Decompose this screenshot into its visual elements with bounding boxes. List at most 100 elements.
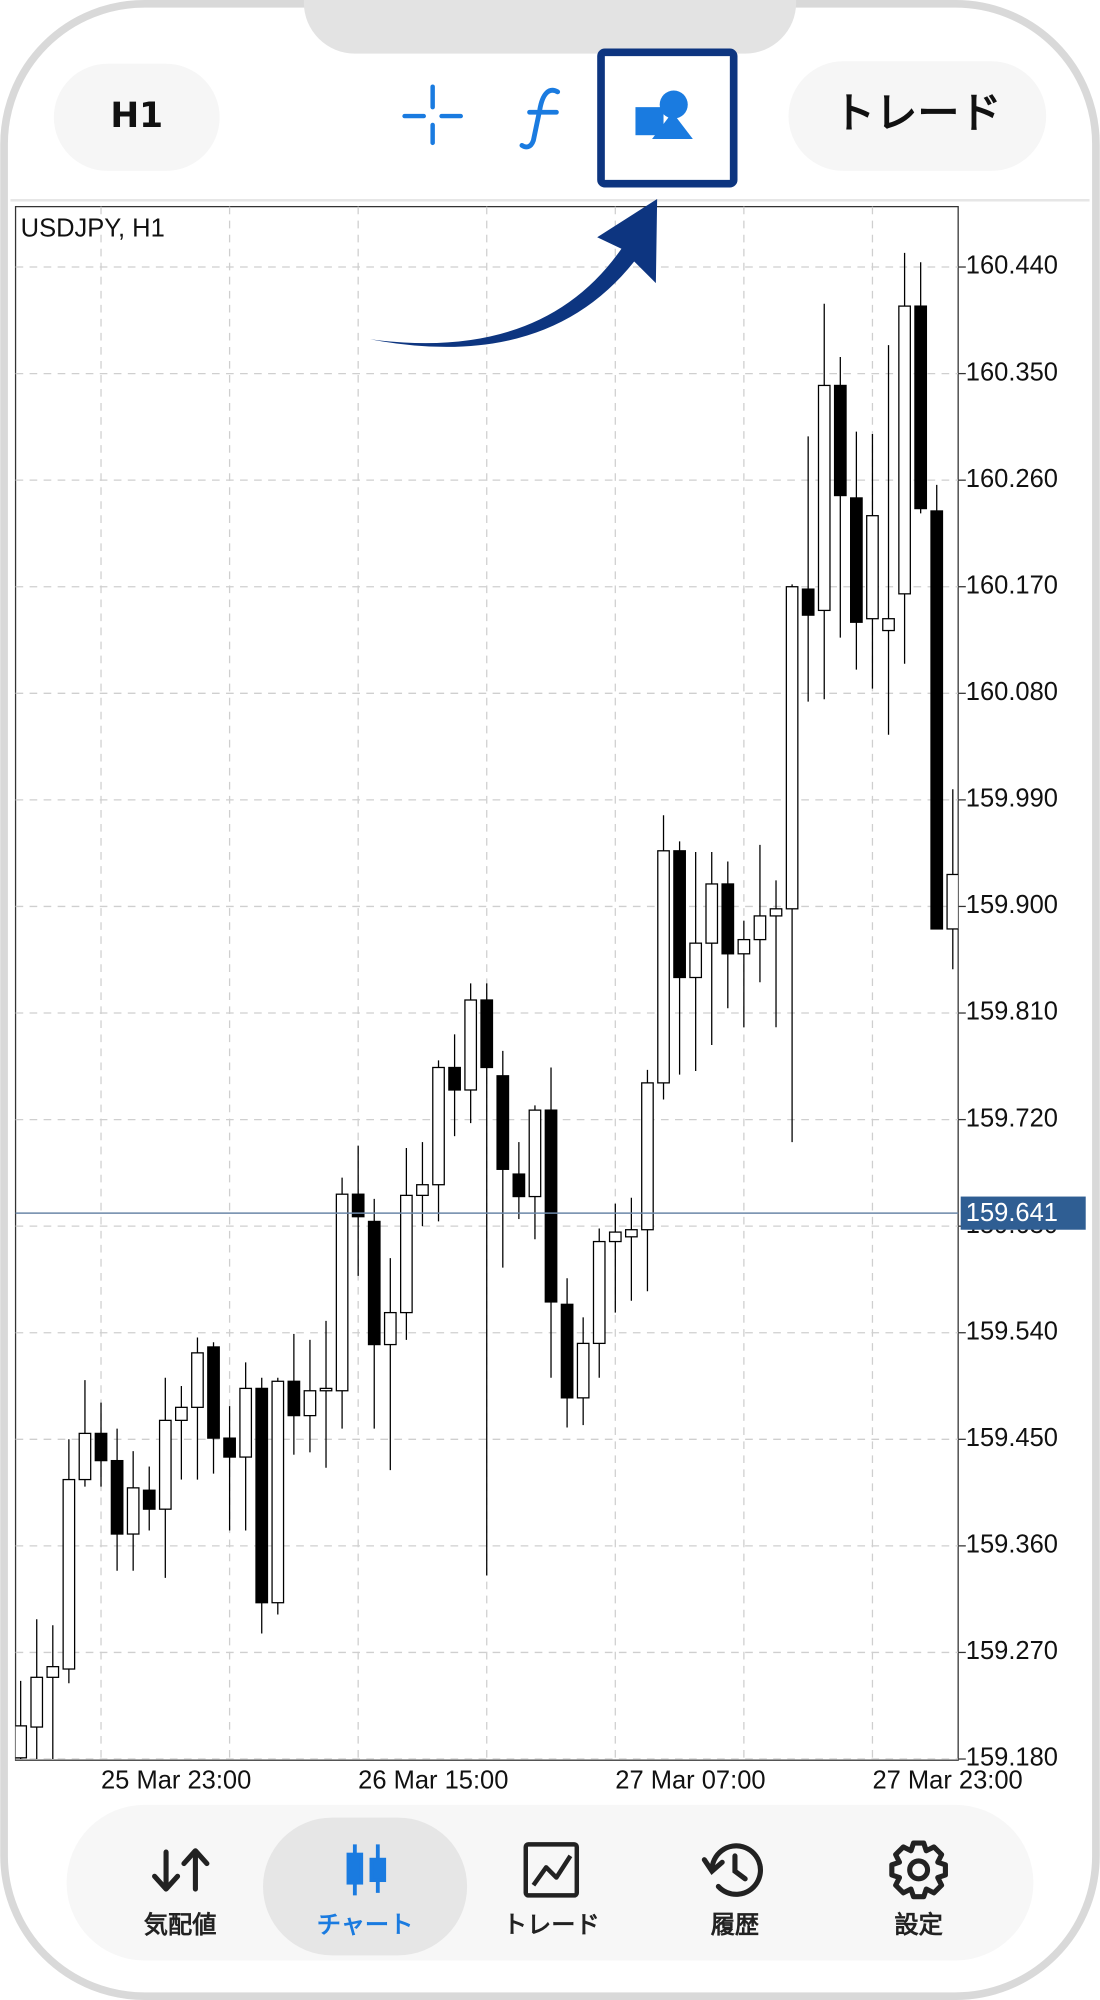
- candle-body: [946, 873, 959, 930]
- candle-body: [62, 1478, 76, 1670]
- nav-label[interactable]: トレード: [503, 1911, 600, 1939]
- y-tick-label: 160.350: [966, 358, 1058, 386]
- nav-label[interactable]: 気配値: [144, 1911, 217, 1939]
- candle-body: [898, 305, 911, 595]
- y-tick-label: 160.260: [966, 465, 1058, 493]
- candle-body: [576, 1342, 590, 1399]
- x-tick-label: 25 Mar 23:00: [101, 1767, 251, 1795]
- candle-body: [833, 384, 847, 497]
- candle-body: [94, 1432, 108, 1462]
- x-tick-label: 27 Mar 07:00: [615, 1767, 765, 1795]
- y-tick-label: 159.450: [966, 1424, 1058, 1452]
- crosshair-icon[interactable]: [402, 84, 463, 146]
- function-icon[interactable]: [519, 87, 561, 150]
- candle-body: [255, 1387, 269, 1604]
- candle-body: [158, 1419, 172, 1510]
- candle-body: [303, 1390, 317, 1417]
- trade-label[interactable]: トレード: [833, 89, 1001, 138]
- candle-body: [866, 515, 879, 620]
- notch: [303, 0, 797, 54]
- candle-body: [737, 938, 751, 955]
- candle-body: [850, 497, 863, 623]
- nav-label[interactable]: 履歴: [711, 1911, 759, 1939]
- candle-body: [30, 1676, 44, 1728]
- y-tick-label: 159.720: [966, 1104, 1058, 1132]
- y-tick-label: 159.270: [966, 1637, 1058, 1665]
- y-tick-label: 159.360: [966, 1531, 1058, 1559]
- settings-icon[interactable]: [889, 1840, 948, 1900]
- candles: [15, 252, 959, 1760]
- current-price-label: 159.641: [966, 1199, 1058, 1227]
- candle-body: [673, 850, 686, 979]
- candle-body: [528, 1109, 542, 1198]
- candle-body: [110, 1459, 124, 1535]
- candle-body: [271, 1380, 285, 1604]
- history-icon[interactable]: [701, 1843, 763, 1897]
- candle-body: [432, 1066, 445, 1186]
- candle-body: [239, 1387, 253, 1458]
- candle-body: [46, 1666, 60, 1678]
- candle-body: [496, 1075, 510, 1170]
- quotes-icon[interactable]: [152, 1848, 210, 1892]
- y-tick-label: 160.080: [966, 678, 1058, 706]
- candle-body: [319, 1387, 333, 1392]
- candle-body: [207, 1346, 220, 1439]
- trade-button[interactable]: [788, 61, 1047, 171]
- chart: [14, 205, 966, 1761]
- candle-body: [930, 510, 944, 930]
- candle-body: [624, 1229, 638, 1238]
- candle-body: [142, 1489, 156, 1510]
- candle-body: [367, 1220, 381, 1346]
- candle-body: [721, 883, 735, 955]
- nav-label[interactable]: チャート: [317, 1911, 414, 1939]
- candle-body: [608, 1231, 622, 1243]
- candle-body: [383, 1311, 397, 1346]
- x-tick-label: 26 Mar 15:00: [358, 1767, 508, 1795]
- candle-body: [914, 305, 928, 510]
- candle-body: [351, 1193, 365, 1218]
- candle-body: [817, 384, 831, 612]
- candle-body: [592, 1240, 606, 1345]
- candle-body: [448, 1066, 461, 1091]
- y-tick-label: 159.810: [966, 998, 1058, 1026]
- candle-body: [335, 1193, 349, 1392]
- candle-body: [801, 588, 815, 616]
- trade-nav-icon[interactable]: [523, 1842, 580, 1898]
- candle-body: [416, 1184, 429, 1197]
- candle-body: [512, 1173, 526, 1198]
- candle-body: [753, 915, 767, 941]
- candle-body: [191, 1352, 204, 1408]
- timeframe-label[interactable]: H1: [110, 96, 163, 136]
- candle-body: [480, 999, 494, 1069]
- timeframe-button[interactable]: [53, 63, 220, 171]
- nav-label[interactable]: 設定: [894, 1911, 943, 1939]
- chart-title: USDJPY, H1: [21, 214, 165, 242]
- chart-nav-icon[interactable]: [346, 1844, 387, 1896]
- candle-body: [689, 942, 703, 979]
- candle-body: [126, 1487, 140, 1535]
- y-tick-label: 159.990: [966, 785, 1058, 813]
- nav-active-pill: [263, 1817, 468, 1956]
- candle-body: [657, 850, 670, 1084]
- candle-body: [399, 1194, 413, 1314]
- candle-body: [769, 908, 783, 917]
- x-tick-label: 27 Mar 23:00: [872, 1767, 1022, 1795]
- y-tick-label: 159.540: [966, 1317, 1058, 1345]
- y-tick-label: 160.440: [966, 252, 1058, 280]
- candle-body: [464, 999, 478, 1091]
- candle-body: [560, 1303, 574, 1399]
- y-tick-label: 159.900: [966, 891, 1058, 919]
- candle-body: [287, 1380, 301, 1417]
- current-price-box: [960, 1196, 1086, 1230]
- objects-icon[interactable]: [635, 90, 693, 140]
- candle-body: [15, 1725, 28, 1759]
- candle-body: [882, 618, 895, 632]
- highlight-box: [597, 48, 738, 188]
- y-tick-label: 159.180: [966, 1744, 1058, 1772]
- y-tick-label: 160.170: [966, 571, 1058, 599]
- candle-body: [785, 586, 799, 910]
- candle-body: [544, 1109, 558, 1303]
- candle-body: [223, 1437, 236, 1458]
